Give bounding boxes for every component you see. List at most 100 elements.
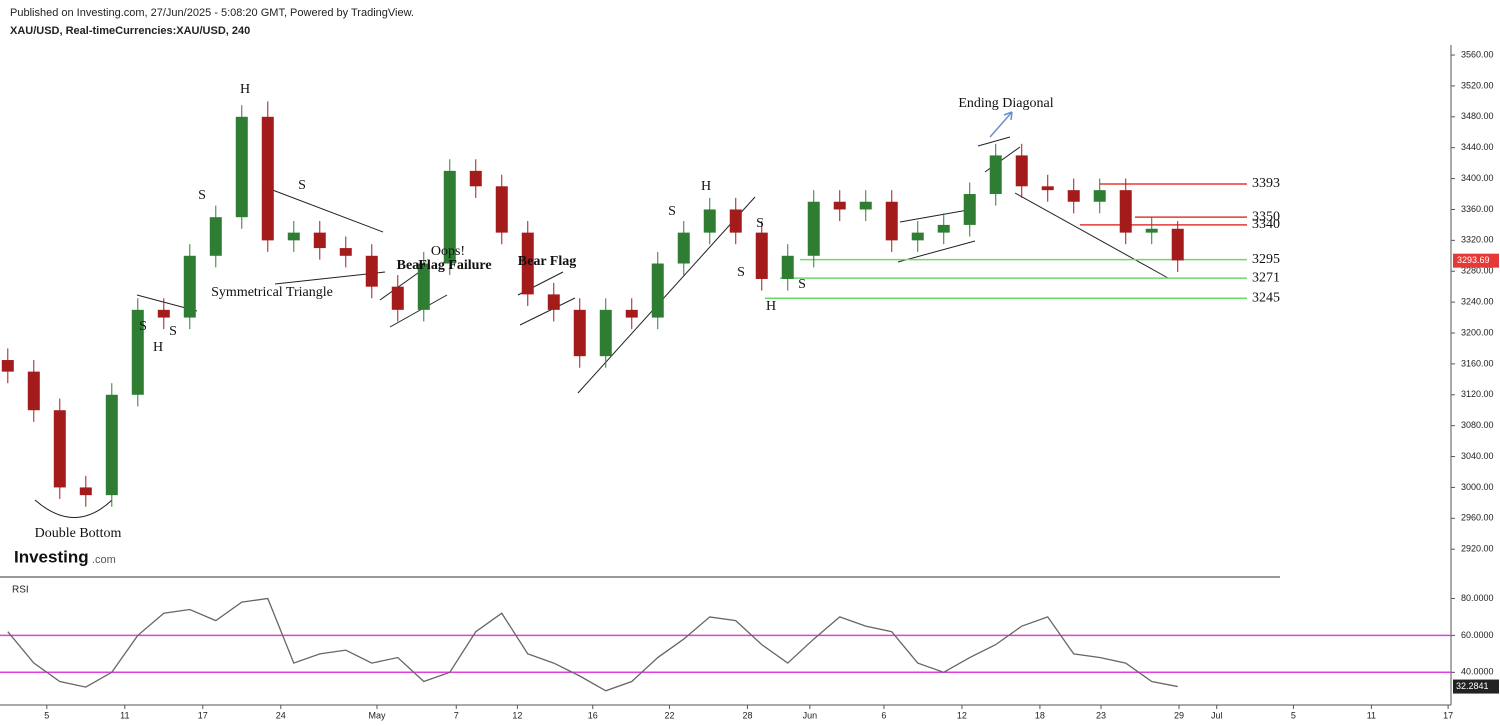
annotation: Bear Flag bbox=[518, 254, 576, 269]
x-tick-label: 12 bbox=[957, 710, 967, 720]
candle-body bbox=[547, 294, 560, 310]
annotation: H bbox=[240, 82, 250, 97]
level-label: 3350 bbox=[1252, 209, 1280, 224]
logo: Investing bbox=[14, 547, 89, 566]
rsi-line bbox=[7, 597, 1178, 692]
annotation: S bbox=[798, 277, 806, 292]
double-bottom-arc bbox=[34, 499, 113, 518]
y-tick-label: 3200.00 bbox=[1461, 327, 1494, 337]
annotation: S bbox=[756, 216, 764, 231]
candle-body bbox=[885, 201, 898, 241]
candle-body bbox=[963, 194, 976, 225]
y-tick-label: 3080.00 bbox=[1461, 420, 1494, 430]
trendline bbox=[577, 196, 756, 394]
annotation: S bbox=[298, 178, 306, 193]
candle-body bbox=[339, 248, 352, 256]
arrow bbox=[989, 111, 1013, 138]
header-title: Published on Investing.com, 27/Jun/2025 … bbox=[10, 7, 414, 19]
candle-body bbox=[651, 263, 664, 318]
x-tick-label: 22 bbox=[664, 710, 674, 720]
trendline bbox=[899, 209, 969, 223]
y-tick-label: 3480.00 bbox=[1461, 111, 1494, 121]
x-tick-label: 5 bbox=[1291, 710, 1296, 720]
annotation: H bbox=[766, 299, 776, 314]
candle-body bbox=[105, 394, 118, 496]
x-tick-label: 6 bbox=[881, 710, 886, 720]
x-tick-label: 17 bbox=[198, 710, 208, 720]
y-tick-label: 3120.00 bbox=[1461, 389, 1494, 399]
x-tick-label: Jul bbox=[1211, 710, 1223, 720]
x-tick-label: Jun bbox=[803, 710, 818, 720]
rsi-last-tag bbox=[1453, 679, 1499, 694]
y-tick-label: 3440.00 bbox=[1461, 142, 1494, 152]
y-tick-label: 3520.00 bbox=[1461, 80, 1494, 90]
annotation: S bbox=[139, 319, 147, 334]
trendline bbox=[1014, 192, 1169, 279]
candle-body bbox=[469, 170, 482, 187]
x-tick-label: 5 bbox=[44, 710, 49, 720]
x-tick-label: 11 bbox=[120, 710, 129, 720]
x-tick-label: 23 bbox=[1096, 710, 1106, 720]
candle-body bbox=[313, 232, 326, 249]
rsi-tick-label: 80.0000 bbox=[1461, 593, 1494, 603]
symbol-title: XAU/USD, Real-timeCurrencies:XAU/USD, 24… bbox=[10, 25, 250, 37]
candle-body bbox=[365, 255, 378, 287]
candle-body bbox=[781, 255, 794, 279]
trendline bbox=[379, 267, 426, 301]
candle-body bbox=[703, 209, 716, 233]
candle-body bbox=[1015, 155, 1028, 187]
trendline bbox=[519, 297, 576, 326]
candle-body bbox=[1171, 228, 1184, 261]
candle-body bbox=[157, 309, 170, 318]
annotation: Flag Failure bbox=[418, 258, 491, 273]
level-label: 3393 bbox=[1252, 176, 1280, 191]
level-label: 3295 bbox=[1252, 252, 1280, 267]
candle-body bbox=[1093, 190, 1106, 202]
annotation: S bbox=[737, 265, 745, 280]
candle-body bbox=[521, 232, 534, 295]
candle-body bbox=[807, 201, 820, 256]
y-tick-label: 2960.00 bbox=[1461, 513, 1494, 523]
x-tick-label: 17 bbox=[1443, 710, 1453, 720]
candle-body bbox=[1145, 228, 1158, 233]
candle-body bbox=[287, 232, 300, 241]
candle-body bbox=[1119, 190, 1132, 233]
candle-body bbox=[1041, 186, 1054, 191]
trendlines bbox=[34, 111, 1169, 518]
annotation: Ending Diagonal bbox=[958, 96, 1053, 111]
x-tick-label: May bbox=[368, 710, 386, 720]
trendline bbox=[897, 240, 976, 263]
annotation: Symmetrical Triangle bbox=[211, 285, 333, 300]
candle-body bbox=[53, 410, 66, 488]
x-tick-label: 29 bbox=[1174, 710, 1184, 720]
arrow-head bbox=[1003, 111, 1013, 121]
rsi-tick-label: 60.0000 bbox=[1461, 630, 1494, 640]
y-tick-label: 3280.00 bbox=[1461, 266, 1494, 276]
x-tick-label: 12 bbox=[512, 710, 522, 720]
candle-body bbox=[599, 309, 612, 357]
candle-body bbox=[27, 371, 40, 411]
last-price-label: 3293.69 bbox=[1457, 255, 1490, 265]
annotation: Double Bottom bbox=[35, 526, 122, 541]
annotation: S bbox=[198, 188, 206, 203]
candle-body bbox=[989, 155, 1002, 195]
last-price-tag bbox=[1453, 253, 1499, 268]
logo-suffix: .com bbox=[92, 554, 116, 566]
candle-body bbox=[495, 186, 508, 233]
candle-body bbox=[235, 116, 248, 218]
candle-body bbox=[131, 309, 144, 395]
candle-body bbox=[1067, 190, 1080, 202]
candle-body bbox=[937, 224, 950, 233]
annotation: Bear bbox=[397, 258, 426, 273]
x-tick-label: 11 bbox=[1367, 710, 1376, 720]
candle-body bbox=[573, 309, 586, 357]
level-label: 3340 bbox=[1252, 217, 1280, 232]
candle-body bbox=[859, 201, 872, 210]
candle-body bbox=[911, 232, 924, 241]
y-tick-label: 3320.00 bbox=[1461, 235, 1494, 245]
candle-body bbox=[261, 116, 274, 241]
candle-body bbox=[183, 255, 196, 318]
candle-body bbox=[833, 201, 846, 210]
candle-body bbox=[625, 309, 638, 318]
